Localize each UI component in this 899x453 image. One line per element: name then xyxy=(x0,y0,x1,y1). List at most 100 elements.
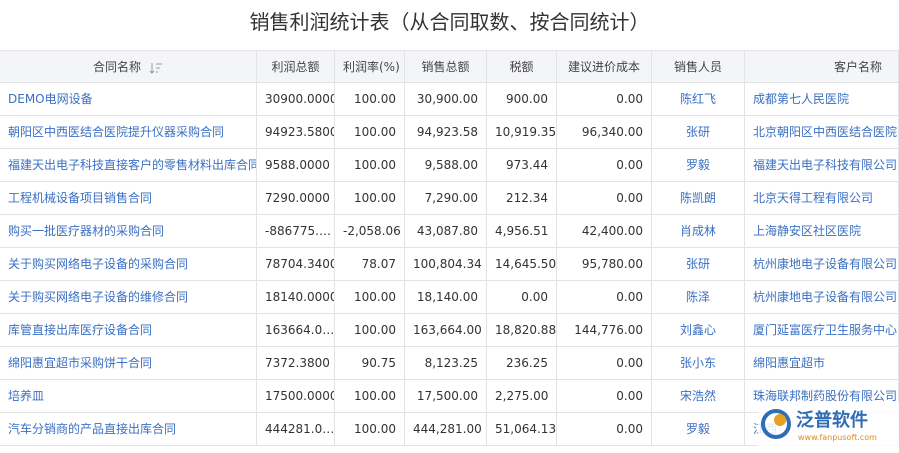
table-cell[interactable]: 宋浩然 xyxy=(652,380,745,413)
table-cell: 78704.3400 xyxy=(257,248,335,281)
table-cell: 900.00 xyxy=(487,83,557,116)
table-cell: 杭州康地电子设备有限公司 xyxy=(745,281,899,314)
table-cell[interactable]: 张研 xyxy=(652,248,745,281)
table-cell: 7290.0000 xyxy=(257,182,335,215)
table-cell[interactable]: 罗毅 xyxy=(652,413,745,446)
table-cell: 8,123.25 xyxy=(405,347,487,380)
table-cell: 9588.0000 xyxy=(257,149,335,182)
table-cell: 17500.0000 xyxy=(257,380,335,413)
table-cell: 福建天出电子科技有限公司 xyxy=(745,149,899,182)
page-title: 销售利润统计表（从合同取数、按合同统计） xyxy=(249,10,650,34)
table-cell: 杭州康地电子设备有限公司 xyxy=(745,248,899,281)
table-cell: 成都第七人民医院 xyxy=(745,83,899,116)
table-cell: 51,064.13 xyxy=(487,413,557,446)
table-cell: 17,500.00 xyxy=(405,380,487,413)
table-cell[interactable]: 购买一批医疗器材的采购合同 xyxy=(0,215,257,248)
table-cell: 18,820.88 xyxy=(487,314,557,347)
table-cell: 0.00 xyxy=(557,281,652,314)
table-cell[interactable]: 绵阳惠宜超市采购饼干合同 xyxy=(0,347,257,380)
table-cell: 10,919.35 xyxy=(487,116,557,149)
table-cell: 100.00 xyxy=(335,281,405,314)
table-cell: 144,776.00 xyxy=(557,314,652,347)
column-header: 销售人员 xyxy=(652,50,745,83)
table-cell: 163,664.00 xyxy=(405,314,487,347)
table-cell: 100.00 xyxy=(335,380,405,413)
table-cell: 厦门延富医疗卫生服务中心 xyxy=(745,314,899,347)
table-cell: 212.34 xyxy=(487,182,557,215)
table-cell: 9,588.00 xyxy=(405,149,487,182)
table-cell: 100.00 xyxy=(335,314,405,347)
table-cell: 43,087.80 xyxy=(405,215,487,248)
table-cell: 100.00 xyxy=(335,83,405,116)
table-cell[interactable]: DEMO电网设备 xyxy=(0,83,257,116)
table-cell: 96,340.00 xyxy=(557,116,652,149)
column-header: 客户名称 xyxy=(745,50,899,83)
table-cell: 973.44 xyxy=(487,149,557,182)
table-cell: 0.00 xyxy=(557,347,652,380)
table-cell[interactable]: 朝阳区中西医结合医院提升仪器采购合同 xyxy=(0,116,257,149)
logo-url: www.fanpusoft.com xyxy=(798,433,877,442)
header-text: 合同名称 xyxy=(92,60,141,74)
column-header: 税额 xyxy=(487,50,557,83)
table-cell: 0.00 xyxy=(557,380,652,413)
table-cell: 7372.3800 xyxy=(257,347,335,380)
table-cell[interactable]: 罗毅 xyxy=(652,149,745,182)
table-cell: 18,140.00 xyxy=(405,281,487,314)
table-cell: 100.00 xyxy=(335,149,405,182)
table-cell: 78.07 xyxy=(335,248,405,281)
watermark-logo: 泛普软件 www.fanpusoft.com xyxy=(761,409,877,442)
table-cell[interactable]: 库管直接出库医疗设备合同 xyxy=(0,314,257,347)
table-cell: 100,804.34 xyxy=(405,248,487,281)
table-cell: 95,780.00 xyxy=(557,248,652,281)
table-cell: 90.75 xyxy=(335,347,405,380)
table-cell: -2,058.06 xyxy=(335,215,405,248)
table-cell[interactable]: 陈凯朗 xyxy=(652,182,745,215)
table-cell[interactable]: 培养皿 xyxy=(0,380,257,413)
table-cell: 163664.0… xyxy=(257,314,335,347)
table-cell[interactable]: 肖成林 xyxy=(652,215,745,248)
column-header: 销售总额 xyxy=(405,50,487,83)
table-cell[interactable]: 关于购买网络电子设备的采购合同 xyxy=(0,248,257,281)
table-cell[interactable]: 张研 xyxy=(652,116,745,149)
table-cell: 94,923.58 xyxy=(405,116,487,149)
table-cell[interactable]: 刘鑫心 xyxy=(652,314,745,347)
table-cell: 94923.5800 xyxy=(257,116,335,149)
table-cell[interactable]: 汽车分销商的产品直接出库合同 xyxy=(0,413,257,446)
table-cell: 18140.0000 xyxy=(257,281,335,314)
table-cell: 14,645.50 xyxy=(487,248,557,281)
table-cell: 2,275.00 xyxy=(487,380,557,413)
table-cell: 444281.0… xyxy=(257,413,335,446)
table-cell[interactable]: 工程机械设备项目销售合同 xyxy=(0,182,257,215)
table-cell: 绵阳惠宜超市 xyxy=(745,347,899,380)
table-cell: 0.00 xyxy=(557,413,652,446)
logo-name: 泛普软件 xyxy=(796,409,868,431)
table-cell[interactable]: 福建天出电子科技直接客户的零售材料出库合同 xyxy=(0,149,257,182)
table-cell: -886775.… xyxy=(257,215,335,248)
table-cell: 0.00 xyxy=(557,182,652,215)
logo-icon xyxy=(761,409,791,439)
table-cell: 7,290.00 xyxy=(405,182,487,215)
sort-icon[interactable] xyxy=(149,62,163,74)
table-cell[interactable]: 张小东 xyxy=(652,347,745,380)
table-cell: 4,956.51 xyxy=(487,215,557,248)
watermark: 泛普软件 www.fanpusoft.com xyxy=(758,402,899,449)
table-cell: 444,281.00 xyxy=(405,413,487,446)
table-cell[interactable]: 关于购买网络电子设备的维修合同 xyxy=(0,281,257,314)
column-header: 利润率(%) xyxy=(335,50,405,83)
table-cell: 北京朝阳区中西医结合医院 xyxy=(745,116,899,149)
logo-icon xyxy=(774,414,786,426)
table-cell[interactable]: 陈泽 xyxy=(652,281,745,314)
table-cell: 30,900.00 xyxy=(405,83,487,116)
table-cell: 0.00 xyxy=(557,83,652,116)
table-cell: 0.00 xyxy=(487,281,557,314)
table-cell[interactable]: 陈红飞 xyxy=(652,83,745,116)
table-cell: 236.25 xyxy=(487,347,557,380)
table-cell: 42,400.00 xyxy=(557,215,652,248)
column-header: 合同名称 xyxy=(0,50,257,83)
table-cell: 30900.0000 xyxy=(257,83,335,116)
table-cell: 北京天得工程有限公司 xyxy=(745,182,899,215)
table-cell: 100.00 xyxy=(335,182,405,215)
column-header: 建议进价成本 xyxy=(557,50,652,83)
column-header: 利润总额 xyxy=(257,50,335,83)
